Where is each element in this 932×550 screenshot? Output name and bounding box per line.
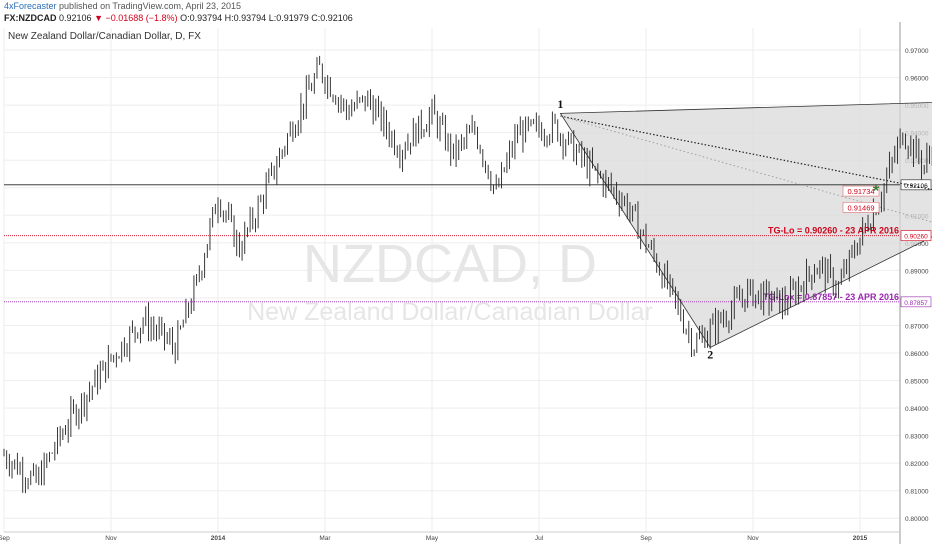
last-price: 0.92106 [59, 13, 92, 23]
chart-subtitle: New Zealand Dollar/Canadian Dollar, D, F… [8, 31, 201, 42]
zone-label: 0.91469 [847, 203, 874, 212]
y-tick-label: 0.81000 [905, 489, 929, 496]
x-tick-label: Sep [640, 535, 652, 542]
high-value: H:0.93794 [224, 13, 267, 23]
star-marker: * [873, 183, 880, 200]
watermark-symbol: NZDCAD, D [303, 234, 597, 294]
price-tag-box [900, 296, 932, 308]
zone-label-box [842, 202, 880, 213]
y-tick-label: 0.83000 [905, 434, 929, 441]
y-tick-label: 0.84000 [905, 406, 929, 413]
close-value: C:0.92106 [311, 13, 353, 23]
trend-line [560, 115, 932, 191]
y-tick-label: 0.80000 [905, 516, 929, 523]
open-value: O:0.93794 [180, 13, 223, 23]
y-tick-label: 0.89000 [905, 268, 929, 275]
price-tag-box [900, 230, 932, 241]
author-link[interactable]: 4xForecaster [4, 1, 57, 11]
low-value: L:0.91979 [268, 13, 309, 23]
price-tag: 0.90260 [904, 234, 928, 241]
y-tick-label: 0.87000 [905, 323, 929, 330]
y-tick-label: 0.85000 [905, 379, 929, 386]
price-tag: 0.87857 [904, 300, 928, 307]
symbol-line: FX:NZDCAD 0.92106 ▼ −0.01688 (−1.8%) O:0… [4, 13, 353, 23]
publish-date: published on TradingView.com, April 23, … [59, 1, 242, 11]
x-tick-label: 2015 [853, 535, 868, 542]
target-line-label: TG-Lox = 0.87857 - 23 APR 2016 [763, 292, 899, 302]
wave-label: 2 [707, 347, 713, 361]
price-change: ▼ −0.01688 (−1.8%) [94, 13, 178, 23]
symbol[interactable]: FX:NZDCAD [4, 13, 57, 23]
x-tick-label: Sep [0, 535, 10, 542]
x-tick-label: Nov [105, 535, 117, 542]
target-line-label: TG-Lo = 0.90260 - 23 APR 2016 [768, 226, 899, 236]
x-tick-label: May [426, 535, 439, 542]
publish-info: 4xForecaster published on TradingView.co… [4, 1, 241, 11]
last-price-tag-box [900, 179, 932, 191]
ohlc-bars [3, 55, 932, 494]
y-tick-label: 0.86000 [905, 351, 929, 358]
zone-label: 0.91734 [847, 187, 874, 196]
y-tick-label: 0.82000 [905, 461, 929, 468]
triangle-pattern [559, 102, 932, 348]
x-tick-label: Nov [747, 535, 759, 542]
y-tick-label: 0.96000 [905, 76, 929, 83]
watermark-name: New Zealand Dollar/Canadian Dollar [247, 298, 653, 326]
x-tick-label: Jul [535, 535, 544, 542]
y-tick-label: 0.97000 [905, 48, 929, 55]
x-tick-label: Mar [319, 535, 331, 542]
chart-header: 4xForecaster published on TradingView.co… [0, 0, 932, 26]
last-price-tag: 0.92106 [904, 183, 928, 190]
zone-label-box [842, 185, 880, 197]
x-tick-label: 2014 [211, 535, 226, 542]
wave-label: 1 [557, 97, 563, 111]
